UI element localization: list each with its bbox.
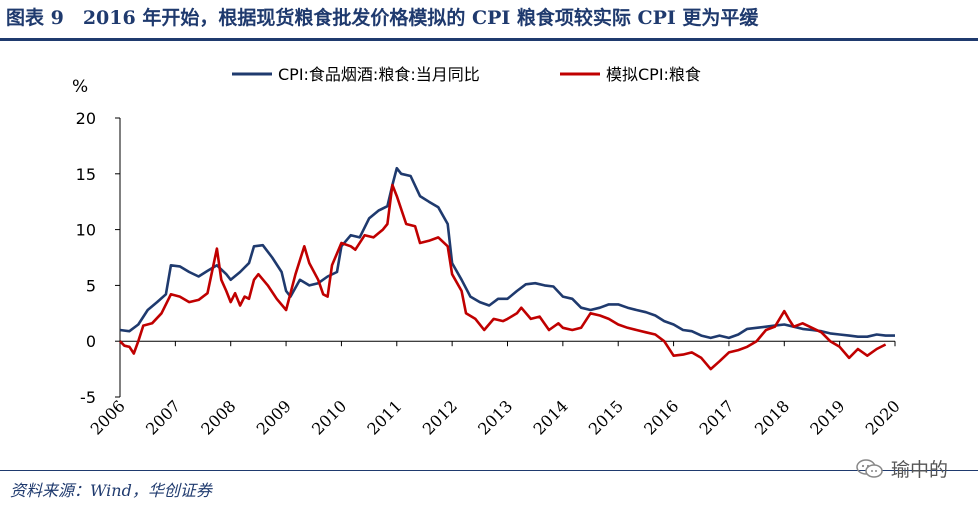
series-line-simulated-cpi	[119, 183, 887, 371]
legend-label: 模拟CPI:粮食	[606, 65, 701, 84]
x-tick-label: 2008	[197, 396, 239, 438]
legend-label: CPI:食品烟酒:粮食:当月同比	[278, 65, 480, 84]
x-tick-label: 2015	[585, 396, 627, 438]
y-tick-label: 10	[76, 221, 96, 240]
title-divider	[0, 38, 978, 41]
legend: CPI:食品烟酒:粮食:当月同比 模拟CPI:粮食	[232, 65, 701, 84]
x-tick-label: 2017	[696, 396, 738, 438]
source-note: 资料来源：Wind，华创证券	[10, 481, 212, 500]
watermark-text: 瑜中的	[890, 459, 948, 481]
x-tick-label: 2007	[142, 396, 184, 438]
series-line-cpi-grain	[119, 166, 895, 340]
x-tick-label: 2013	[474, 396, 516, 438]
x-tick-label: 2018	[751, 396, 793, 438]
y-tick-label: 15	[76, 165, 96, 184]
x-tick-label: 2010	[308, 396, 350, 438]
x-tick-label: 2020	[862, 396, 904, 438]
y-axis-label: %	[72, 77, 88, 97]
y-tick-label: 20	[76, 109, 96, 128]
x-tick-label: 2011	[363, 396, 405, 438]
x-tick-label: 2019	[806, 396, 848, 438]
y-tick-label: 5	[86, 276, 96, 295]
watermark: 瑜中的	[855, 455, 948, 482]
wechat-icon	[856, 458, 883, 478]
y-tick-label: 0	[86, 332, 96, 351]
x-tick-label: 2014	[529, 396, 571, 438]
y-tick-label: -5	[80, 388, 96, 407]
x-tick-label: 2012	[419, 396, 461, 438]
x-tick-label: 2009	[253, 396, 295, 438]
series-group	[119, 166, 895, 371]
chart-title: 图表 9 2016 年开始，根据现货粮食批发价格模拟的 CPI 粮食项较实际 C…	[6, 7, 759, 29]
x-tick-label: 2016	[640, 396, 682, 438]
source-divider	[0, 470, 978, 471]
